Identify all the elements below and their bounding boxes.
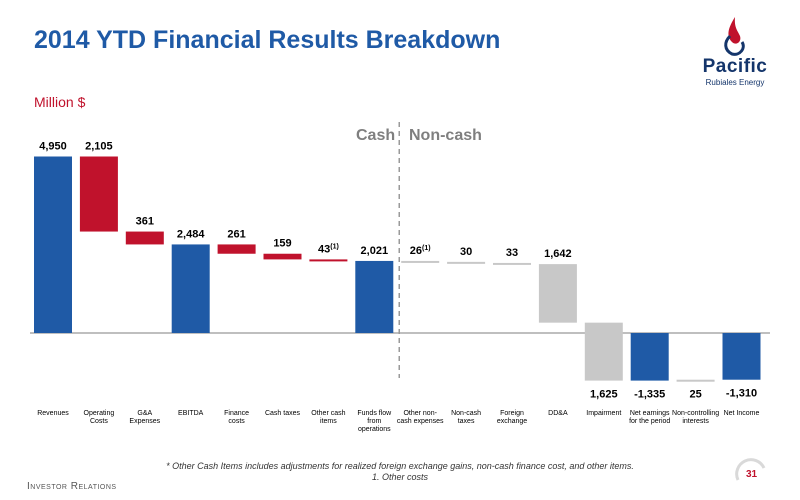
- value-label-3: 2,484: [177, 228, 205, 240]
- category-label-7-2: operations: [358, 426, 391, 433]
- page-title: 2014 YTD Financial Results Breakdown: [34, 26, 501, 54]
- category-label-11-0: DD&A: [548, 410, 568, 417]
- category-label-9-1: taxes: [458, 418, 475, 425]
- category-label-8-1: cash expenses: [397, 418, 444, 425]
- value-label-5: 159: [273, 238, 291, 250]
- value-label-4: 261: [227, 228, 245, 240]
- page-number: 31: [746, 469, 758, 480]
- category-label-4-1: costs: [228, 418, 245, 425]
- page-arc-icon: [735, 458, 766, 481]
- value-label-2: 361: [136, 216, 154, 228]
- value-label-13: -1,335: [634, 389, 665, 401]
- category-label-14-1: interests: [682, 418, 709, 425]
- bar-5: [263, 253, 302, 260]
- bar-10: [493, 262, 531, 265]
- bar-13: [630, 333, 669, 381]
- logo-subtitle: Rubiales Energy: [705, 78, 765, 87]
- category-label-6-1: items: [320, 418, 337, 425]
- value-label-0: 4,950: [39, 141, 67, 153]
- category-label-1-1: Costs: [90, 418, 108, 425]
- category-label-4-0: Finance: [224, 410, 249, 417]
- bar-2: [125, 231, 164, 245]
- value-label-12: 1,625: [590, 389, 618, 401]
- bar-3: [171, 244, 210, 333]
- unit-label: Million $: [34, 94, 86, 110]
- category-label-7-1: from: [367, 418, 381, 425]
- bar-14: [676, 379, 715, 382]
- category-label-5-0: Cash taxes: [265, 410, 301, 417]
- category-label-12-0: Impairment: [586, 410, 621, 417]
- value-label-14: 25: [689, 389, 701, 401]
- category-label-7-0: Funds flow: [357, 410, 392, 417]
- bar-6: [309, 259, 348, 262]
- bar-1: [79, 156, 118, 232]
- category-label-3-0: EBITDA: [178, 410, 204, 417]
- footnote-other-cash-items: * Other Cash Items includes adjustments …: [166, 461, 634, 471]
- bar-12: [584, 322, 623, 381]
- bar-0: [34, 156, 72, 333]
- category-label-10-1: exchange: [497, 418, 527, 425]
- category-label-8-0: Other non-: [403, 410, 437, 417]
- value-label-superscript-8: (1): [422, 245, 431, 252]
- pacific-logo: Pacific Rubiales Energy: [690, 14, 780, 98]
- noncash-label: Non-cash: [409, 127, 482, 144]
- category-label-6-0: Other cash: [311, 410, 345, 417]
- bar-8: [401, 260, 440, 263]
- footer-section-label: Investor Relations: [27, 481, 117, 492]
- category-label-2-1: Expenses: [129, 418, 160, 425]
- value-label-superscript-6: (1): [330, 243, 339, 250]
- value-label-8: 26(1): [410, 245, 431, 257]
- bar-11: [538, 264, 577, 323]
- bar-4: [217, 244, 256, 254]
- category-label-14-0: Non-controlling: [672, 410, 719, 417]
- value-label-9: 30: [460, 246, 472, 258]
- category-label-9-0: Non-cash: [451, 410, 481, 417]
- value-label-1: 2,105: [85, 141, 113, 153]
- drop-flame-icon: [724, 17, 745, 56]
- bar-9: [447, 261, 486, 264]
- value-label-6: 43(1): [318, 243, 339, 255]
- category-label-13-0: Net earnings: [630, 410, 670, 417]
- category-label-1-0: Operating: [84, 410, 115, 417]
- category-label-0-0: Revenues: [37, 410, 69, 417]
- category-label-13-1: for the period: [629, 418, 670, 425]
- cash-label: Cash: [356, 127, 396, 144]
- value-label-10: 33: [506, 247, 518, 259]
- category-label-15-0: Net Income: [724, 410, 760, 417]
- value-label-11: 1,642: [544, 248, 572, 260]
- footnote-other-costs: 1. Other costs: [371, 472, 429, 482]
- category-label-2-0: G&A: [137, 410, 152, 417]
- value-label-15: -1,310: [726, 388, 757, 400]
- category-label-10-0: Foreign: [500, 410, 524, 417]
- logo-wordmark: Pacific: [702, 56, 768, 77]
- value-label-7: 2,021: [361, 245, 389, 257]
- bar-15: [722, 333, 761, 380]
- bar-7: [355, 260, 394, 333]
